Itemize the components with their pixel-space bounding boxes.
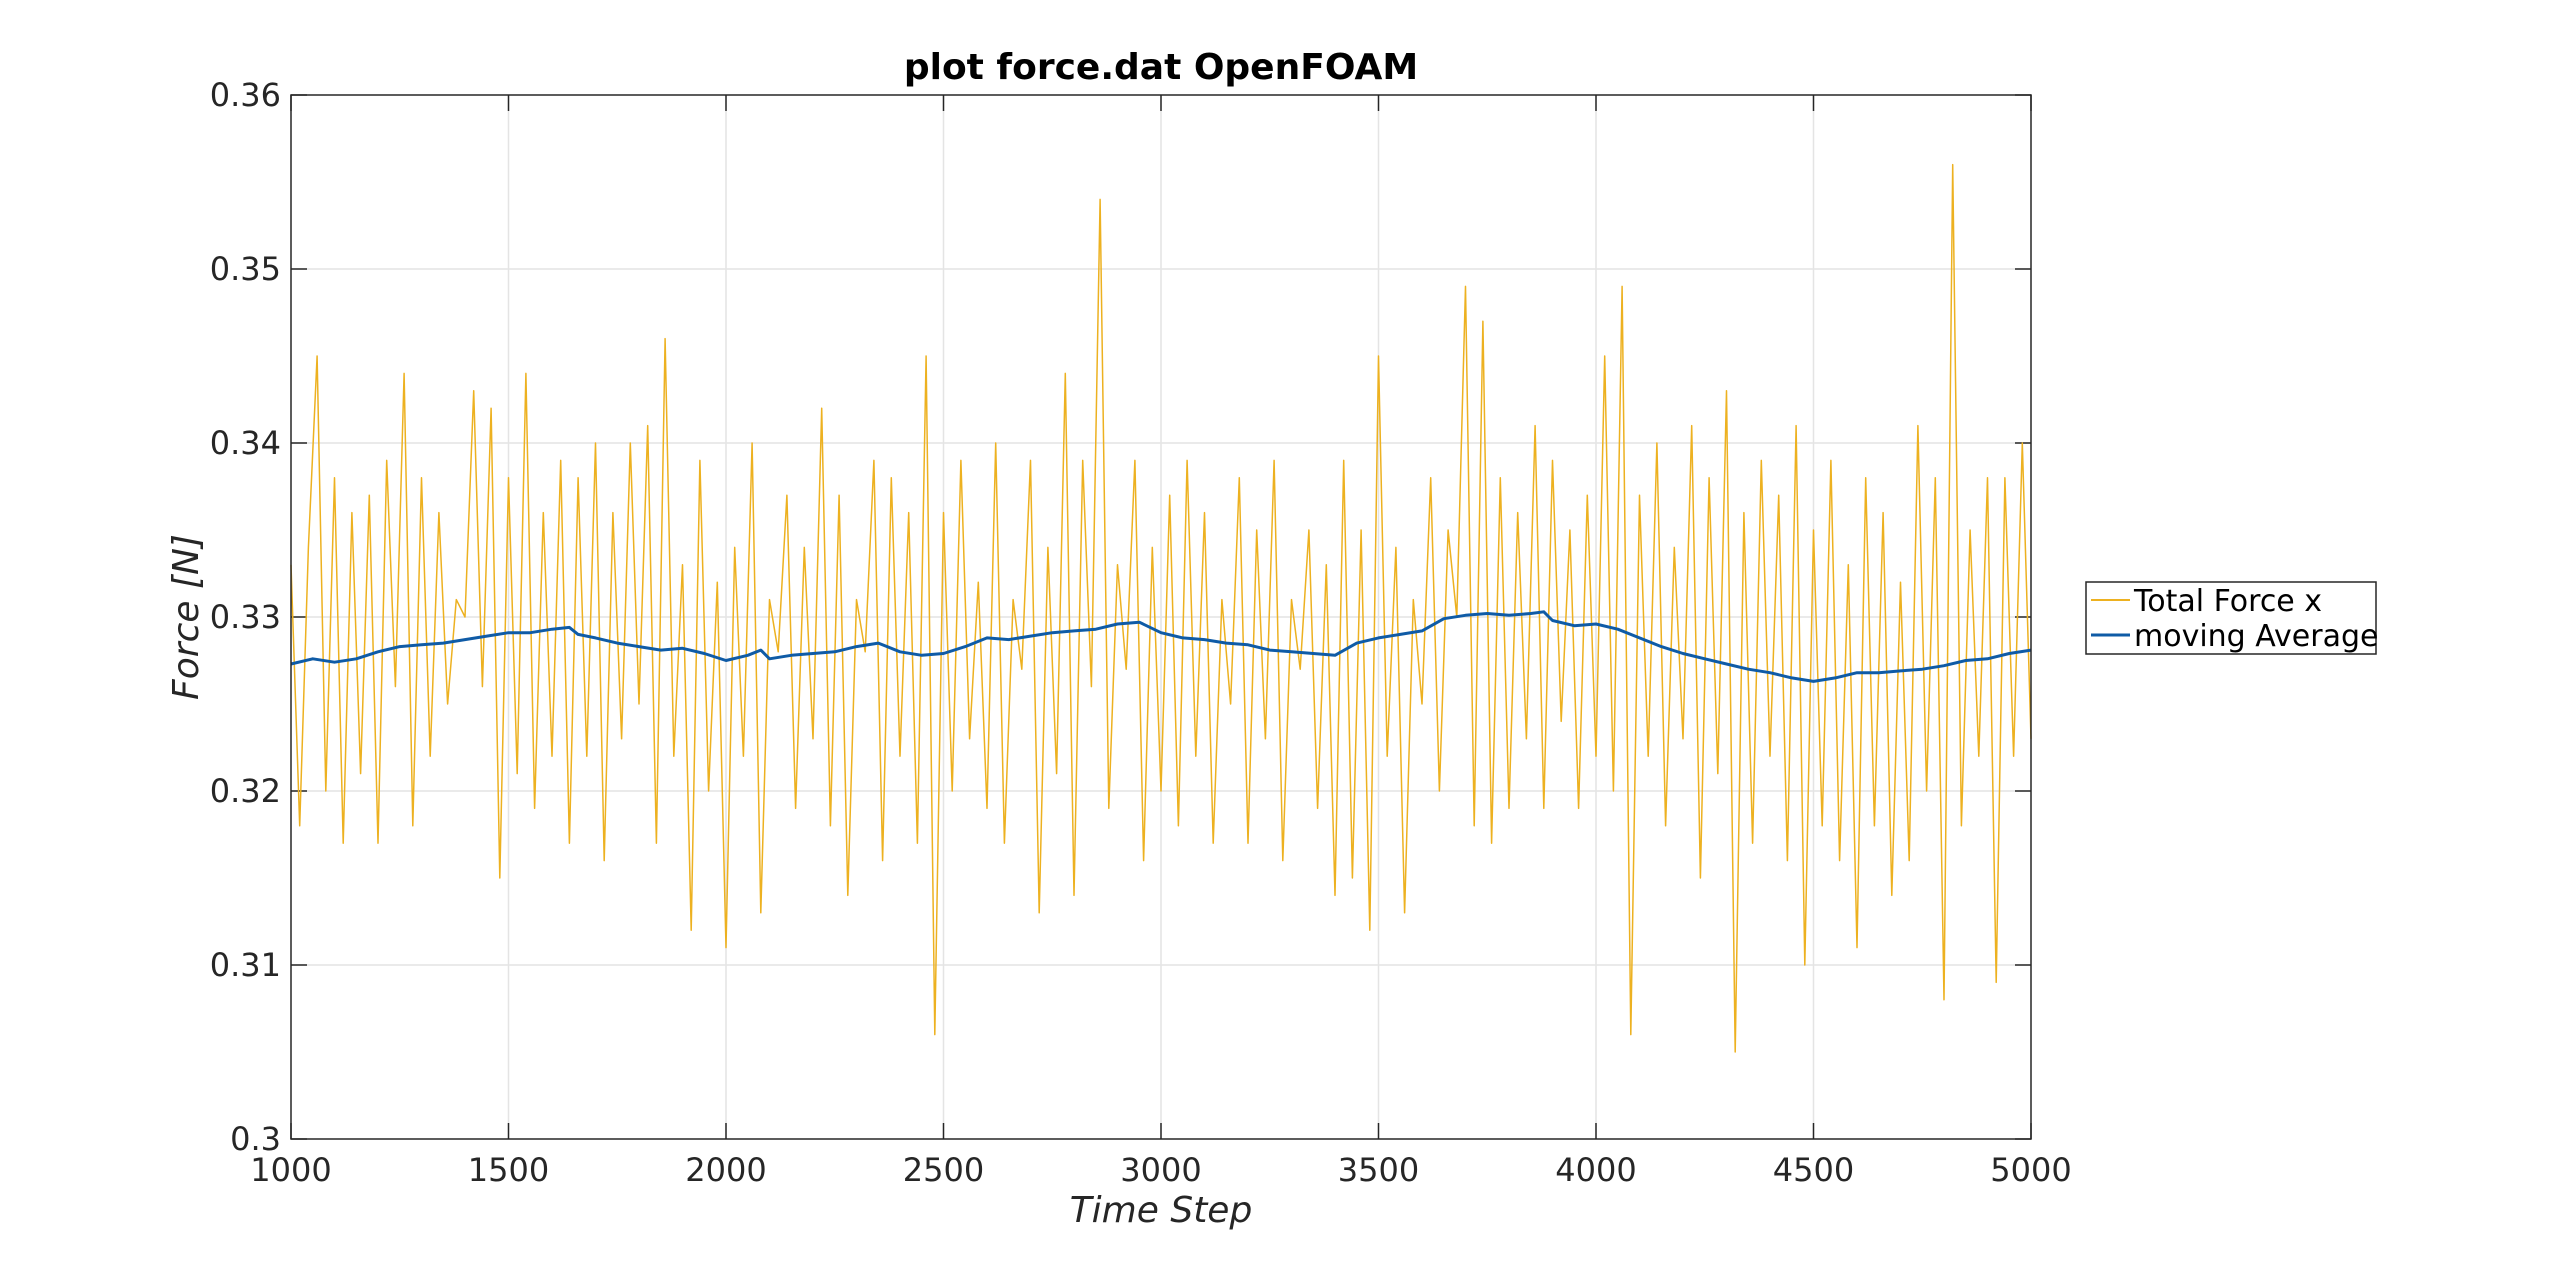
chart-title: plot force.dat OpenFOAM — [904, 47, 1418, 88]
x-tick-labels: 1000 1500 2000 2500 3000 3500 4000 4500 5000 — [250, 1151, 2071, 1189]
series-layer — [290, 163, 2032, 1053]
y-tick-label: 0.34 — [210, 424, 281, 462]
x-tick-label: 1500 — [468, 1151, 549, 1189]
y-tick-label: 0.35 — [210, 250, 281, 288]
x-tick-label: 2000 — [685, 1151, 766, 1189]
y-tick-label: 0.33 — [210, 598, 281, 636]
series-line-moving-average — [290, 610, 2032, 683]
y-tick-label: 0.31 — [210, 946, 281, 984]
series-line-total-force-x — [290, 163, 2032, 1053]
legend-label-moving-average: moving Average — [2134, 619, 2378, 654]
plot-area-frame — [290, 94, 2032, 1140]
y-tick-label: 0.3 — [230, 1120, 281, 1158]
x-tick-label: 2500 — [903, 1151, 984, 1189]
x-axis-title: Time Step — [1070, 1190, 1253, 1231]
x-tick-label: 3000 — [1120, 1151, 1201, 1189]
x-tick-label: 4500 — [1773, 1151, 1854, 1189]
grid-lines — [291, 95, 2031, 1139]
x-tick-label: 3500 — [1338, 1151, 1419, 1189]
y-axis-title: Force [N] — [166, 534, 207, 700]
y-tick-label: 0.32 — [210, 772, 281, 810]
x-tick-label: 4000 — [1555, 1151, 1636, 1189]
legend: Total Force x moving Average — [2085, 581, 2378, 655]
legend-label-total-force-x: Total Force x — [2133, 584, 2322, 619]
y-tick-label: 0.36 — [210, 76, 281, 114]
x-tick-label: 5000 — [1990, 1151, 2071, 1189]
y-tick-labels: 0.3 0.31 0.32 0.33 0.34 0.35 0.36 — [210, 76, 281, 1158]
x-tick-label: 1000 — [250, 1151, 331, 1189]
legend-box — [2085, 581, 2377, 655]
